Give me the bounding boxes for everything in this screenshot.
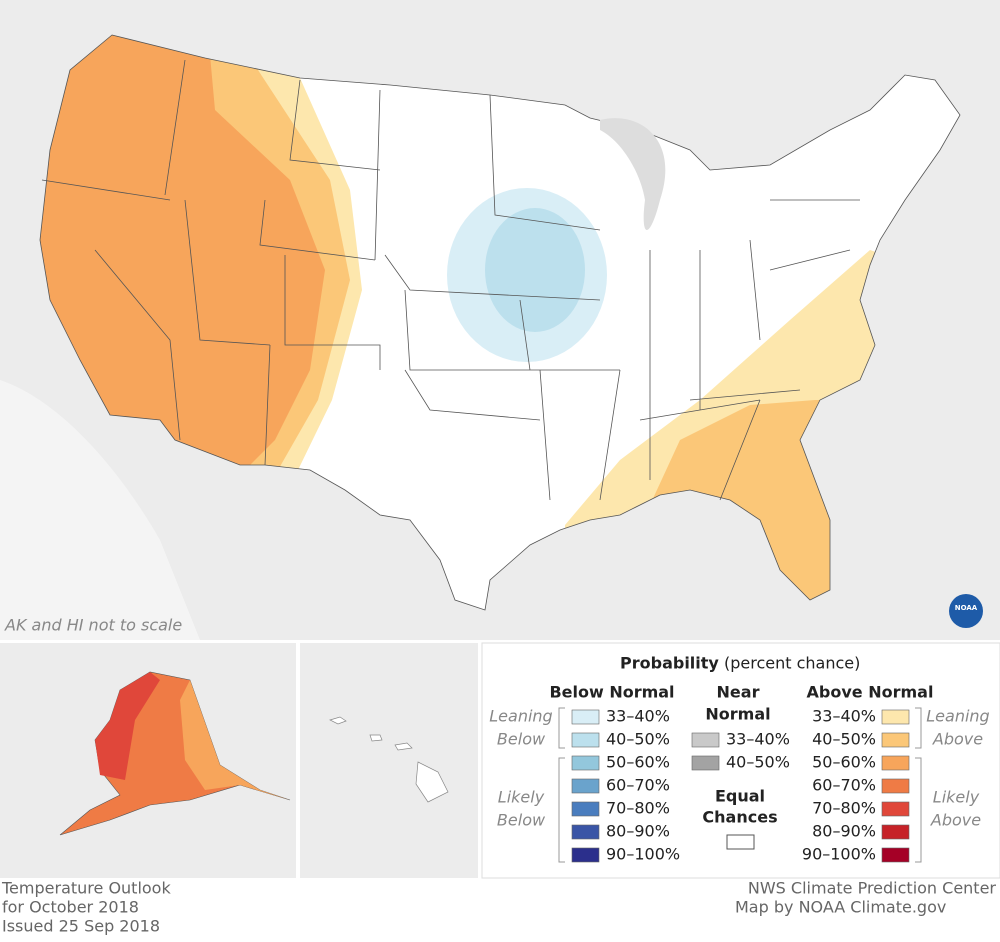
hawaii-panel	[300, 643, 478, 878]
legend-swatch	[571, 801, 600, 817]
legend-swatch	[571, 847, 600, 863]
near-heading: Normal	[705, 705, 770, 724]
above-likely-50	[40, 35, 325, 470]
lean-label: Leaning	[489, 707, 552, 726]
legend-label: 40–50%	[726, 753, 790, 772]
ocean	[0, 380, 200, 640]
footer-left: Temperature Outlook	[1, 879, 171, 898]
footer-right: NWS Climate Prediction Center	[748, 879, 997, 898]
great-lakes	[600, 118, 666, 230]
legend-swatch	[571, 709, 600, 725]
legend-label: 90–100%	[802, 845, 876, 864]
legend-label: 80–90%	[606, 822, 670, 841]
legend-label: 50–60%	[606, 753, 670, 772]
legend-swatch	[881, 732, 910, 748]
legend-swatch	[691, 732, 720, 748]
alaska-west	[95, 672, 160, 780]
legend-brackets	[558, 707, 922, 863]
footer: Temperature Outlook for October 2018 Iss…	[1, 879, 996, 936]
legend-label: 50–60%	[812, 753, 876, 772]
lean-label: Above	[932, 730, 983, 749]
legend-swatch	[881, 778, 910, 794]
likely-label: Above	[930, 811, 981, 830]
near-heading: Near	[717, 683, 760, 702]
legend: Probability (percent chance) Below Norma…	[489, 654, 989, 864]
legend-label: 33–40%	[726, 730, 790, 749]
legend-swatch	[881, 709, 910, 725]
lean-label: Leaning	[926, 707, 989, 726]
legend-swatch	[571, 824, 600, 840]
likely-label: Likely	[933, 788, 980, 807]
conus-outline	[39, 34, 961, 611]
noaa-logo	[949, 594, 983, 628]
noaa-logo-text: NOAA	[955, 604, 978, 612]
state-lines	[39, 34, 961, 611]
legend-swatch	[881, 847, 910, 863]
footer-left: Issued 25 Sep 2018	[2, 917, 160, 936]
legend-label: 60–70%	[606, 776, 670, 795]
alaska-east	[180, 680, 290, 800]
likely-label: Below	[497, 811, 546, 830]
legend-label: 90–100%	[606, 845, 680, 864]
lean-label: Below	[497, 730, 546, 749]
legend-label: 33–40%	[606, 707, 670, 726]
legend-label: 80–90%	[812, 822, 876, 841]
legend-swatch	[881, 755, 910, 771]
legend-label: 33–40%	[812, 707, 876, 726]
equal-swatch	[726, 834, 755, 850]
above-heading: Above Normal	[807, 683, 934, 702]
hawaii	[329, 716, 449, 803]
equal-heading: Chances	[702, 808, 777, 827]
legend-swatch	[881, 824, 910, 840]
footer-right: Map by NOAA Climate.gov	[735, 898, 946, 917]
scale-note: AK and HI not to scale	[4, 616, 182, 635]
legend-swatch	[571, 755, 600, 771]
legend-label: 70–80%	[812, 799, 876, 818]
legend-swatch	[571, 732, 600, 748]
legend-subtitle: (percent chance)	[724, 654, 860, 673]
below-leaning-40	[485, 208, 585, 332]
legend-label: 40–50%	[606, 730, 670, 749]
likely-label: Likely	[498, 788, 545, 807]
equal-heading: Equal	[715, 787, 765, 806]
legend-label: 40–50%	[812, 730, 876, 749]
legend-swatch	[571, 778, 600, 794]
state-borders	[41, 59, 860, 501]
legend-label: 60–70%	[812, 776, 876, 795]
legend-swatch	[691, 755, 720, 771]
legend-title: Probability	[620, 654, 719, 673]
legend-swatch	[881, 801, 910, 817]
footer-left: for October 2018	[2, 898, 139, 917]
legend-label: 70–80%	[606, 799, 670, 818]
below-heading: Below Normal	[549, 683, 674, 702]
